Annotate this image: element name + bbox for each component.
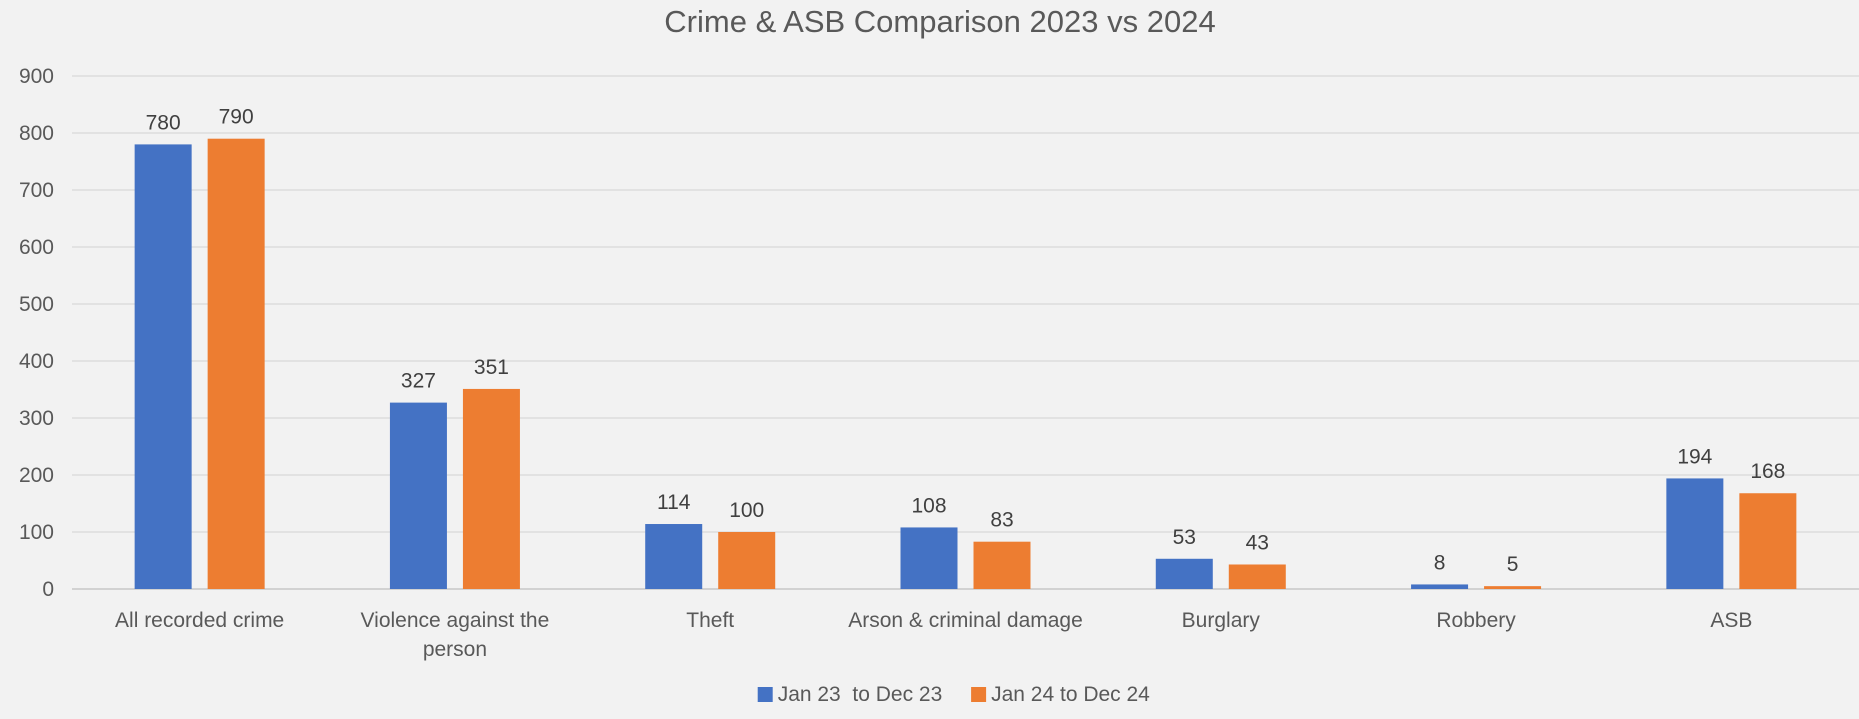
bar-series-2 [973, 541, 1031, 589]
bar-series-1 [1155, 558, 1213, 589]
y-tick-label: 200 [19, 464, 54, 487]
legend-swatch-series-1 [757, 687, 773, 702]
bar-series-1 [1666, 478, 1724, 589]
data-label: 327 [401, 370, 436, 393]
x-tick-label: Violence against the [361, 609, 550, 632]
data-label: 114 [657, 491, 691, 514]
data-label: 43 [1246, 531, 1269, 554]
y-tick-label: 100 [19, 521, 54, 544]
x-tick-label: person [423, 638, 487, 661]
bar-series-2 [718, 532, 776, 589]
data-labels: 780 790 327 351 114 100 108 83 53 43 8 5 194 168 [146, 106, 1786, 576]
data-label: 790 [219, 106, 254, 129]
y-tick-label: 300 [19, 407, 54, 430]
y-tick-label: 900 [19, 65, 54, 88]
x-tick-label: Theft [686, 609, 734, 632]
data-label: 780 [146, 111, 181, 134]
bar-series-1 [1411, 584, 1469, 589]
data-label: 194 [1677, 445, 1712, 468]
bar-series-2 [207, 138, 265, 589]
x-tick-label: Arson & criminal damage [848, 609, 1083, 632]
y-tick-label: 700 [19, 179, 54, 202]
legend-label-series-1: Jan 23 to Dec 23 [778, 683, 943, 706]
bar-series-2 [1228, 564, 1286, 589]
bar-series-2 [1484, 586, 1542, 589]
bar-series-1 [645, 524, 703, 589]
data-label: 108 [911, 494, 946, 517]
bar-series-1 [389, 402, 447, 589]
data-label: 8 [1434, 551, 1446, 574]
y-axis-tick-labels: 0 100 200 300 400 500 600 700 800 900 [19, 65, 54, 601]
data-label: 5 [1507, 553, 1519, 576]
data-label: 53 [1173, 526, 1196, 549]
legend: Jan 23 to Dec 23 Jan 24 to Dec 24 [757, 683, 1150, 706]
data-label: 83 [990, 509, 1013, 532]
y-tick-label: 0 [42, 578, 54, 601]
bar-series-2 [1739, 493, 1797, 589]
legend-label-series-2: Jan 24 to Dec 24 [991, 683, 1150, 706]
x-tick-label: Robbery [1436, 609, 1516, 632]
x-tick-label: Burglary [1182, 609, 1261, 632]
y-tick-label: 600 [19, 236, 54, 259]
y-tick-label: 400 [19, 350, 54, 373]
data-label: 168 [1750, 460, 1785, 483]
x-tick-label: All recorded crime [115, 609, 284, 632]
bar-series-1 [900, 527, 958, 589]
bar-series-1 [134, 144, 192, 589]
gridlines [72, 75, 1859, 590]
chart-title: Crime & ASB Comparison 2023 vs 2024 [664, 4, 1215, 39]
x-axis-tick-labels: All recorded crime Violence against the pe… [115, 609, 1752, 661]
legend-swatch-series-2 [971, 687, 987, 702]
y-tick-label: 500 [19, 293, 54, 316]
y-tick-label: 800 [19, 122, 54, 145]
x-tick-label: ASB [1710, 609, 1752, 632]
data-label: 351 [474, 356, 509, 379]
data-label: 100 [729, 499, 764, 522]
bars [134, 138, 1797, 589]
bar-series-2 [462, 388, 520, 589]
